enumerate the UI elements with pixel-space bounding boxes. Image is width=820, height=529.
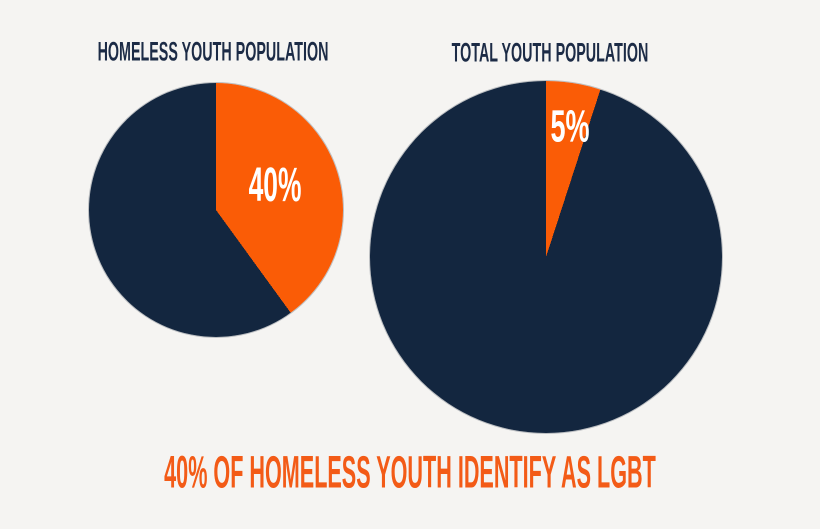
total-youth-lgbt-slice-label: 5%: [550, 100, 590, 152]
caption: 40% OF HOMELESS YOUTH IDENTIFY AS LGBT: [164, 446, 656, 498]
homeless-youth-pie-title: HOMELESS YOUTH POPULATION: [97, 36, 329, 67]
total-youth-pie-chart: [370, 81, 722, 433]
homeless-youth-lgbt-slice-label: 40%: [248, 159, 302, 212]
total-youth-pie-title: TOTAL YOUTH POPULATION: [451, 37, 649, 68]
homeless-youth-pie-chart: [89, 83, 343, 337]
